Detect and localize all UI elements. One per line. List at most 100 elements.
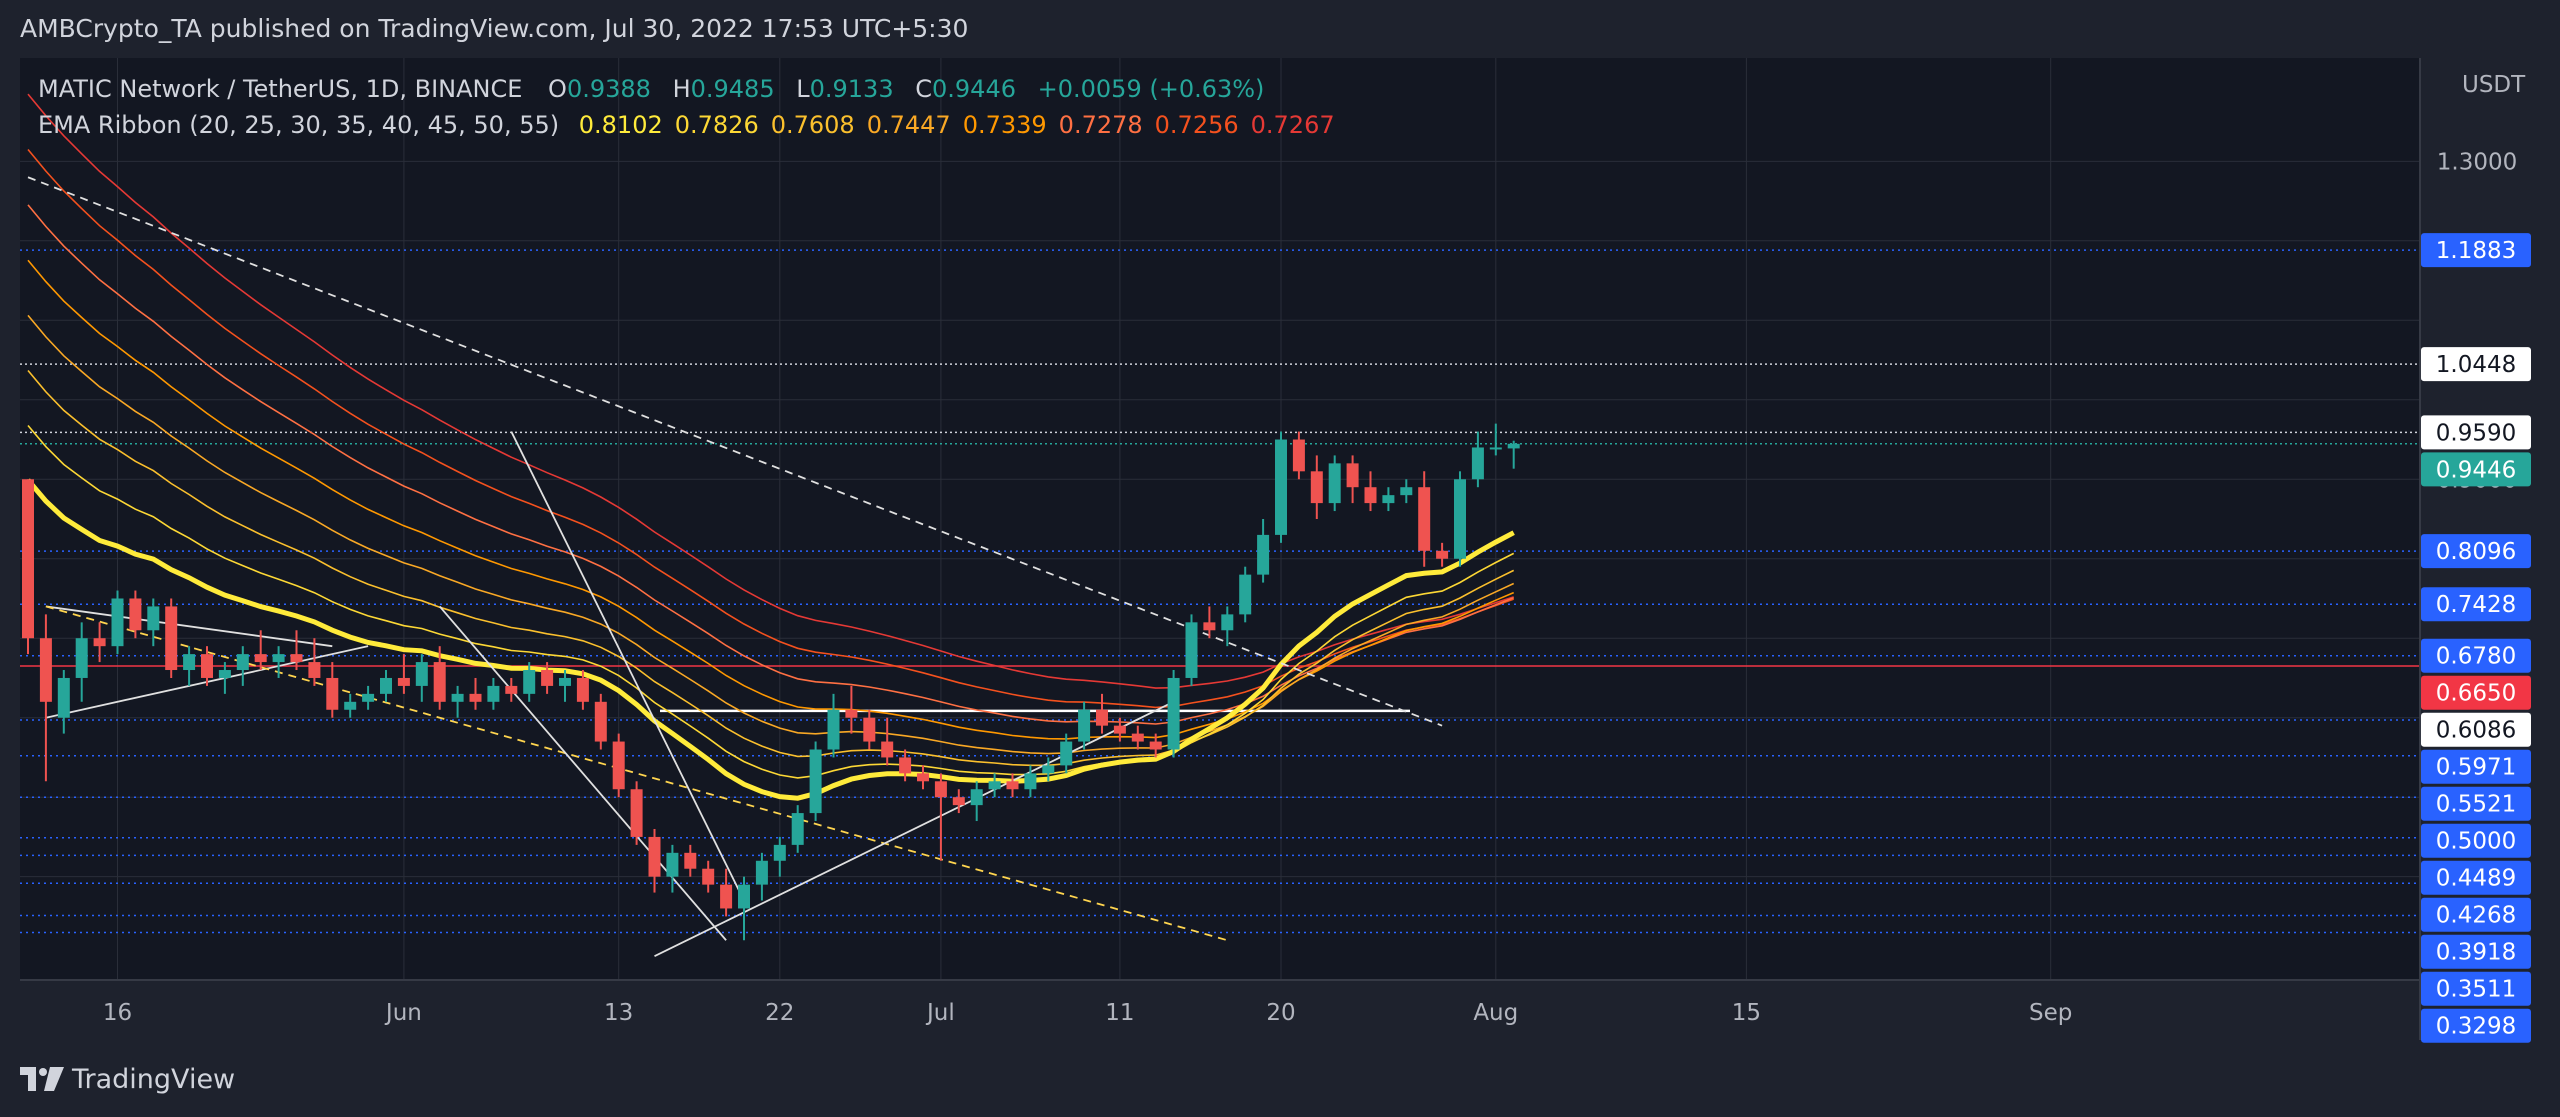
candle-body[interactable] xyxy=(129,598,142,631)
price-level-label-bg[interactable] xyxy=(2421,233,2531,268)
candle-body[interactable] xyxy=(1364,487,1377,504)
candle-body[interactable] xyxy=(433,662,446,702)
candle-body[interactable] xyxy=(111,598,124,647)
price-level-label-bg[interactable] xyxy=(2421,786,2531,821)
candle-body[interactable] xyxy=(738,884,750,909)
candle-body[interactable] xyxy=(1328,463,1341,504)
price-level-label-bg[interactable] xyxy=(2421,860,2531,895)
candle-body[interactable] xyxy=(147,606,160,631)
trendline[interactable] xyxy=(45,605,1228,942)
candle-body[interactable] xyxy=(75,638,88,678)
price-level-label-bg[interactable] xyxy=(2421,897,2531,932)
price-level-label-bg[interactable] xyxy=(2421,1008,2531,1043)
candle-body[interactable] xyxy=(1292,439,1305,472)
candle-body[interactable] xyxy=(1257,534,1270,575)
candle-body[interactable] xyxy=(827,709,840,750)
candle-body[interactable] xyxy=(201,654,213,678)
candle-body[interactable] xyxy=(57,677,70,718)
candle-body[interactable] xyxy=(183,654,196,671)
candle-body[interactable] xyxy=(1113,725,1126,734)
candle-body[interactable] xyxy=(344,701,357,710)
candle-body[interactable] xyxy=(612,741,625,790)
candle-body[interactable] xyxy=(1006,781,1019,790)
candle-body[interactable] xyxy=(380,677,392,694)
price-level-label-bg[interactable] xyxy=(2421,971,2531,1006)
candle-body[interactable] xyxy=(290,654,303,663)
candle-body[interactable] xyxy=(934,781,947,798)
price-level-label-bg[interactable] xyxy=(2421,749,2531,784)
candle-body[interactable] xyxy=(1203,622,1216,631)
trendline[interactable] xyxy=(27,176,1443,727)
candle-body[interactable] xyxy=(559,677,571,686)
candle-body[interactable] xyxy=(1024,773,1037,790)
candle-body[interactable] xyxy=(755,860,768,885)
candle-body[interactable] xyxy=(1382,495,1395,504)
candle-body[interactable] xyxy=(899,757,912,774)
candle-body[interactable] xyxy=(1060,741,1073,766)
candle-body[interactable] xyxy=(720,884,733,909)
candle-body[interactable] xyxy=(1507,443,1520,449)
candle-body[interactable] xyxy=(1149,741,1162,750)
price-level-label-bg[interactable] xyxy=(2421,675,2531,710)
candle-body[interactable] xyxy=(1400,487,1413,496)
candle-body[interactable] xyxy=(630,789,643,837)
price-level-label-bg[interactable] xyxy=(2421,347,2531,382)
candle-body[interactable] xyxy=(415,662,428,686)
candle-body[interactable] xyxy=(648,836,661,877)
candle-body[interactable] xyxy=(702,868,715,885)
candle-body[interactable] xyxy=(988,781,1001,790)
candle-body[interactable] xyxy=(917,773,929,782)
candle-body[interactable] xyxy=(1239,574,1252,615)
candle-body[interactable] xyxy=(1131,733,1144,742)
candle-body[interactable] xyxy=(1454,479,1466,559)
candle-body[interactable] xyxy=(1471,447,1484,480)
price-level-label-bg[interactable] xyxy=(2421,712,2531,747)
candle-body[interactable] xyxy=(576,677,589,702)
candle-body[interactable] xyxy=(1310,471,1323,504)
candle-body[interactable] xyxy=(165,606,178,671)
trendline[interactable] xyxy=(45,605,333,648)
candle-body[interactable] xyxy=(881,741,894,758)
candle-body[interactable] xyxy=(952,797,965,806)
candle-body[interactable] xyxy=(845,709,858,718)
price-level-label-bg[interactable] xyxy=(2421,587,2531,622)
candle-body[interactable] xyxy=(1436,550,1449,559)
candle-body[interactable] xyxy=(684,852,697,869)
candle-body[interactable] xyxy=(1078,709,1091,742)
candle-body[interactable] xyxy=(1167,677,1180,750)
price-level-label-bg[interactable] xyxy=(2421,823,2531,858)
candle-body[interactable] xyxy=(1275,439,1287,535)
price-level-label-bg[interactable] xyxy=(2421,934,2531,969)
price-axis[interactable]: USDT 1.30000.90000.31001.18831.04480.959… xyxy=(2421,72,2531,1043)
candle-body[interactable] xyxy=(218,670,231,678)
candle-body[interactable] xyxy=(666,852,679,877)
candle-body[interactable] xyxy=(254,654,267,663)
candle-body[interactable] xyxy=(397,677,410,686)
candle-body[interactable] xyxy=(469,693,482,702)
candle-body[interactable] xyxy=(541,670,554,686)
candle-body[interactable] xyxy=(451,693,464,702)
candle-body[interactable] xyxy=(1221,614,1234,631)
price-level-label-bg[interactable] xyxy=(2421,534,2531,569)
candle-body[interactable] xyxy=(809,749,822,814)
price-level-label-bg[interactable] xyxy=(2421,415,2531,450)
candle-body[interactable] xyxy=(326,677,339,710)
candle-body[interactable] xyxy=(39,638,52,702)
candle-body[interactable] xyxy=(863,717,876,742)
candle-body[interactable] xyxy=(362,693,375,702)
candle-body[interactable] xyxy=(1489,447,1502,450)
candle-body[interactable] xyxy=(791,813,804,845)
candle-body[interactable] xyxy=(594,701,607,742)
candle-body[interactable] xyxy=(505,685,518,694)
trendline[interactable] xyxy=(439,605,727,941)
price-level-label-bg[interactable] xyxy=(2421,452,2531,487)
trendline[interactable] xyxy=(654,701,1174,957)
candle-body[interactable] xyxy=(236,654,249,671)
tradingview-logo[interactable]: TradingView xyxy=(20,1062,235,1096)
candle-body[interactable] xyxy=(1185,622,1198,678)
candle-body[interactable] xyxy=(272,654,285,663)
candle-body[interactable] xyxy=(1418,487,1431,551)
candle-body[interactable] xyxy=(1096,709,1108,726)
candle-body[interactable] xyxy=(523,670,536,694)
